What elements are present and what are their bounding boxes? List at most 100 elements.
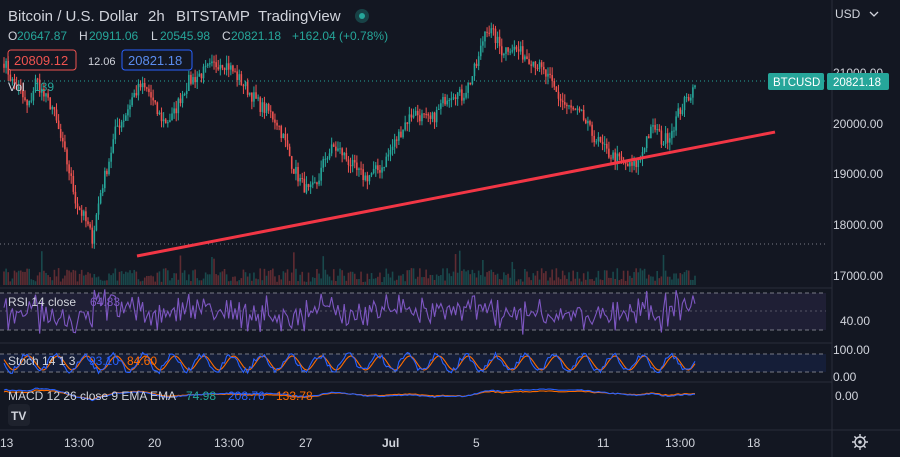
- volume-bar: [57, 268, 60, 285]
- candle-body: [351, 160, 354, 167]
- trendline[interactable]: [136, 130, 776, 258]
- candle-body: [576, 108, 579, 110]
- candle-body: [148, 88, 150, 93]
- candle-body: [311, 182, 314, 185]
- ohlc-high-key: H: [79, 29, 88, 43]
- volume-bar: [366, 273, 369, 285]
- volume-bar: [484, 276, 486, 285]
- volume-bar: [152, 276, 154, 285]
- volume-bar: [395, 279, 398, 285]
- ask-box[interactable]: [121, 49, 193, 71]
- interval-label[interactable]: 2h: [148, 8, 165, 25]
- candle-body: [599, 136, 602, 142]
- volume-bar: [301, 271, 304, 285]
- volume-bar: [582, 273, 585, 285]
- volume-bar: [456, 272, 459, 285]
- candle-body: [612, 152, 614, 159]
- volume-bar: [671, 279, 673, 285]
- volume-bar: [498, 279, 501, 285]
- volume-bar: [641, 270, 644, 285]
- macd-tick: 0.00: [835, 389, 859, 403]
- macd-line-value: 208.76: [228, 389, 265, 403]
- volume-bar: [431, 275, 434, 285]
- candle-body: [603, 143, 606, 145]
- volume-bar: [524, 269, 526, 285]
- volume-bar: [66, 269, 68, 285]
- candle-body: [608, 148, 610, 158]
- volume-bar: [38, 272, 41, 285]
- symbol-title[interactable]: Bitcoin / U.S. Dollar: [8, 8, 138, 25]
- candle-body: [280, 126, 283, 139]
- candle-body: [129, 105, 131, 110]
- volume-bar: [314, 277, 316, 285]
- candle-body: [337, 148, 339, 151]
- candle-body: [662, 143, 665, 145]
- volume-bar: [532, 273, 535, 285]
- volume-bar: [303, 281, 306, 285]
- volume-bar: [477, 270, 480, 285]
- volume-bar: [374, 278, 377, 285]
- volume-bar: [591, 279, 593, 285]
- candle-body: [261, 102, 264, 112]
- candle-body: [20, 86, 22, 90]
- candle-body: [458, 89, 461, 93]
- volume-bar: [633, 272, 635, 285]
- candle-body: [194, 77, 196, 83]
- candle-body: [421, 113, 423, 122]
- volume-bar: [385, 268, 388, 285]
- volume-bar: [299, 274, 301, 285]
- price-tick-18000: 18000.00: [833, 218, 883, 232]
- volume-bar: [322, 256, 325, 285]
- candle-body: [5, 60, 7, 68]
- candle-body: [202, 66, 205, 79]
- volume-bar: [232, 276, 234, 285]
- candle-body: [278, 125, 280, 127]
- currency-selector[interactable]: USD: [835, 7, 861, 21]
- candle-body: [551, 75, 553, 81]
- stoch-legend[interactable]: Stoch 14 1 3: [8, 354, 76, 368]
- candle-body: [633, 160, 635, 166]
- candle-body: [332, 144, 335, 147]
- bid-box[interactable]: [7, 49, 77, 71]
- candle-body: [385, 156, 388, 168]
- volume-bar: [276, 281, 278, 285]
- candle-body: [398, 131, 400, 141]
- candle-body: [122, 120, 125, 122]
- candle-body: [461, 89, 463, 101]
- volume-bar: [656, 270, 658, 285]
- candle-body: [127, 109, 129, 116]
- volume-bar: [59, 281, 62, 285]
- volume-bar: [278, 275, 280, 285]
- chevron-down-icon[interactable]: [869, 11, 879, 17]
- candle-body: [578, 108, 581, 111]
- candle-body: [553, 80, 556, 87]
- rsi-legend[interactable]: RSI 14 close: [8, 295, 76, 309]
- volume-bar: [557, 277, 560, 285]
- volume-bar: [307, 272, 310, 285]
- candle-body: [410, 114, 413, 118]
- candle-body: [379, 170, 381, 173]
- volume-bar: [675, 273, 677, 285]
- candle-body: [549, 73, 551, 76]
- candle-body: [74, 191, 77, 204]
- candle-body: [650, 126, 652, 139]
- volume-bar: [156, 272, 159, 285]
- volume-bar: [517, 279, 520, 285]
- volume-bar: [681, 274, 684, 285]
- candle-body: [511, 50, 514, 52]
- volume-bar: [223, 269, 226, 285]
- volume-bar: [406, 270, 409, 285]
- volume-bar: [286, 269, 289, 285]
- gear-icon[interactable]: [852, 434, 868, 450]
- candle-body: [503, 53, 505, 56]
- volume-bar: [356, 279, 358, 285]
- candle-body: [244, 81, 247, 87]
- volume-bar: [561, 270, 564, 285]
- candle-body: [223, 67, 226, 71]
- macd-legend[interactable]: MACD 12 26 close 9 EMA EMA: [8, 389, 176, 403]
- volume-bar: [209, 274, 211, 285]
- tradingview-logo[interactable]: TV: [8, 404, 30, 426]
- price-tick-17000: 17000.00: [833, 269, 883, 283]
- volume-bar: [471, 269, 474, 285]
